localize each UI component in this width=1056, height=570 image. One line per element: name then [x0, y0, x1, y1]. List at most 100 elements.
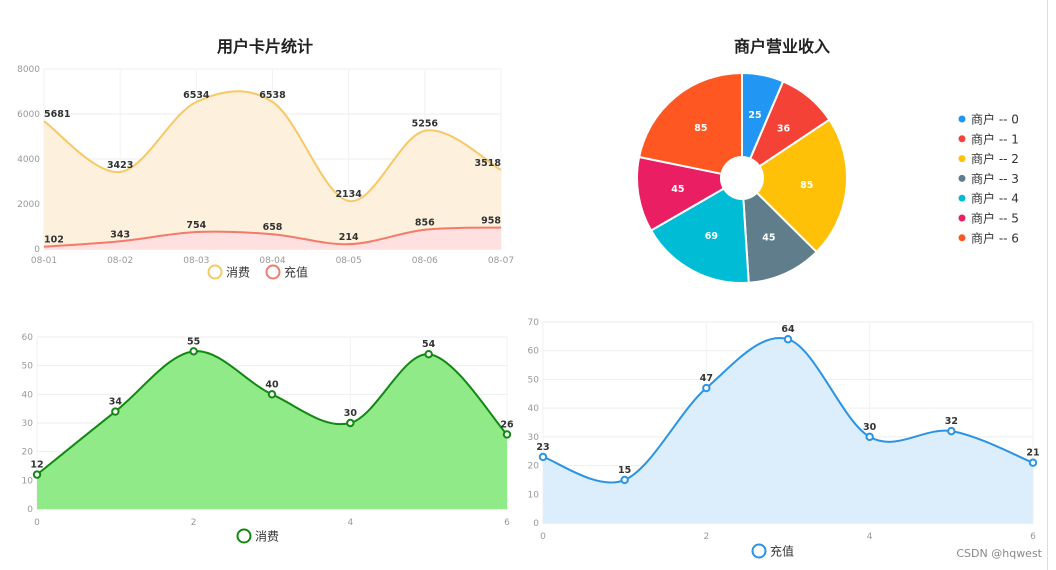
y-tick-label: 20 — [528, 462, 540, 472]
legend-marker — [958, 234, 966, 242]
legend-marker — [958, 174, 966, 182]
data-point — [947, 426, 956, 436]
data-point — [32, 470, 42, 479]
slice-label: 85 — [800, 180, 813, 191]
pie-slice — [755, 118, 848, 254]
slice-label: 25 — [748, 110, 761, 121]
data-label: 6534 — [183, 90, 210, 101]
series-line — [43, 90, 502, 202]
data-point — [538, 452, 548, 462]
slice-label: 45 — [671, 184, 684, 195]
x-tick-label: 0 — [540, 532, 546, 542]
y-tick-label: 50 — [22, 362, 34, 372]
data-label: 5681 — [44, 109, 70, 120]
x-tick-label: 08-01 — [31, 256, 57, 266]
y-tick-label: 10 — [528, 490, 540, 500]
data-label: 40 — [265, 379, 279, 390]
data-label: 6538 — [259, 90, 286, 101]
chart-title: 商户营业收入 — [733, 37, 830, 56]
legend-marker — [958, 135, 966, 143]
merchant-revenue-chart-svg: 25 36 85 45 69 45 85 商户 -- 0 商户 -- 1 商户 -- 2 商户 --… — [636, 71, 1019, 284]
legend-label: 商户 -- 1 — [971, 131, 1019, 146]
x-tick-label: 4 — [347, 518, 353, 528]
watermark: CSDN @hqwest — [956, 547, 1042, 560]
series-area — [44, 91, 501, 250]
merchant-revenue-chart: 商户营业收入 25 36 85 45 69 45 85 商户 -- 0 商户 -- 1 商户 --… — [520, 0, 1047, 300]
y-tick-label: 60 — [528, 347, 540, 357]
y-tick-label: 70 — [528, 318, 540, 328]
y-tick-label: 30 — [22, 419, 34, 429]
legend-marker — [236, 528, 252, 544]
data-label: 5256 — [412, 119, 439, 130]
recharge-area-chart-svg: 0 10 20 30 40 50 60 70 0 2 4 6 23 15 47 64 30 32 21 充值 — [528, 318, 1040, 559]
data-point — [1028, 458, 1038, 467]
consume-area-chart-svg: 0 10 20 30 40 50 60 0 2 4 6 12 34 55 40 30 54 26 消费 — [22, 333, 514, 544]
legend-marker — [265, 264, 281, 280]
right-edge-divider — [1047, 0, 1048, 570]
y-tick-label: 40 — [528, 404, 540, 414]
data-label: 34 — [109, 397, 123, 408]
legend-label: 消费 — [226, 266, 250, 280]
pie-slice — [742, 191, 818, 284]
x-tick-label: 08-02 — [107, 256, 133, 266]
x-tick-label: 2 — [191, 518, 197, 528]
legend-marker — [751, 543, 767, 559]
data-label: 214 — [339, 232, 359, 243]
data-label: 3423 — [107, 160, 133, 171]
consume-area-chart: 0 10 20 30 40 50 60 0 2 4 6 12 34 55 40 30 54 26 消费 — [0, 300, 520, 570]
legend-label: 商户 -- 4 — [971, 191, 1019, 206]
slice-label: 45 — [762, 233, 775, 244]
legend-label: 商户 -- 2 — [971, 151, 1019, 166]
pie-slice — [649, 187, 750, 284]
data-label: 3518 — [475, 158, 502, 169]
data-label: 55 — [187, 336, 200, 347]
legend-label: 商户 -- 0 — [971, 112, 1019, 127]
series-area — [543, 337, 1033, 523]
data-point — [267, 390, 277, 399]
data-point — [620, 475, 629, 485]
data-point — [424, 350, 433, 359]
legend-label: 充值 — [770, 544, 794, 559]
legend-label: 商户 -- 5 — [971, 211, 1019, 226]
data-point — [111, 407, 120, 416]
data-label: 102 — [44, 235, 64, 246]
x-tick-label: 6 — [504, 518, 510, 528]
legend-label: 商户 -- 3 — [971, 171, 1019, 186]
legend-marker — [958, 155, 966, 163]
data-label: 958 — [481, 215, 501, 226]
x-tick-label: 6 — [1030, 532, 1036, 542]
x-tick-label: 08-03 — [183, 256, 209, 266]
legend-marker — [958, 214, 966, 222]
data-label: 64 — [781, 324, 795, 335]
data-label: 343 — [110, 229, 130, 240]
user-card-chart: 用户卡片统计 0 2000 4000 6000 8000 08-01 08-02 08-03 0… — [0, 0, 520, 290]
chart-title: 用户卡片统计 — [216, 37, 313, 56]
data-label: 2134 — [335, 189, 362, 200]
y-tick-label: 6000 — [17, 110, 40, 120]
y-tick-label: 4000 — [17, 155, 40, 165]
data-label: 12 — [30, 460, 43, 471]
data-point — [783, 335, 793, 344]
data-point — [346, 418, 355, 428]
pie-slice — [748, 80, 831, 168]
y-tick-label: 40 — [22, 390, 34, 400]
y-tick-label: 0 — [27, 505, 33, 515]
data-label: 32 — [945, 416, 958, 427]
data-label: 754 — [186, 220, 206, 231]
y-tick-label: 0 — [34, 245, 40, 255]
y-tick-label: 30 — [528, 433, 540, 443]
legend-marker — [207, 264, 223, 280]
legend-label: 消费 — [255, 530, 279, 544]
y-tick-label: 20 — [22, 448, 34, 458]
x-tick-label: 08-04 — [259, 256, 285, 266]
pie-slice — [636, 155, 726, 232]
x-tick-label: 2 — [703, 532, 709, 542]
x-tick-label: 08-05 — [336, 256, 362, 266]
y-tick-label: 60 — [22, 333, 34, 343]
data-label: 30 — [863, 422, 877, 433]
y-tick-label: 8000 — [17, 65, 40, 75]
pie-slice — [637, 71, 743, 175]
y-tick-label: 0 — [533, 519, 539, 529]
y-tick-label: 2000 — [17, 200, 40, 210]
data-label: 658 — [263, 222, 283, 233]
